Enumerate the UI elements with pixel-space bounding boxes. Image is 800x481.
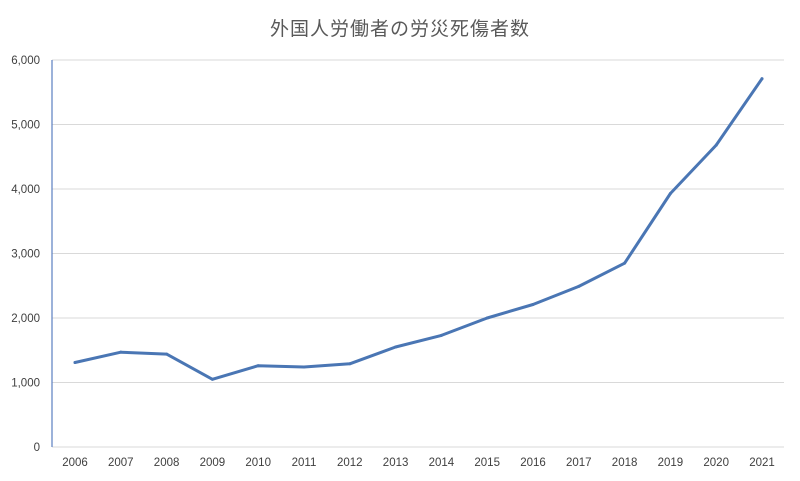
y-tick-label: 2,000	[11, 313, 40, 325]
data-point	[348, 362, 352, 366]
data-point	[623, 261, 627, 265]
x-tick-label: 2021	[749, 457, 775, 469]
x-tick-label: 2017	[566, 457, 592, 469]
data-point	[256, 364, 260, 368]
x-tick-label: 2010	[245, 457, 271, 469]
data-point	[760, 77, 764, 81]
data-point	[439, 333, 443, 337]
data-point	[531, 302, 535, 306]
x-tick-label: 2014	[429, 457, 455, 469]
x-tick-label: 2012	[337, 457, 363, 469]
y-tick-label: 5,000	[11, 120, 40, 132]
data-point	[302, 365, 306, 369]
data-point	[165, 352, 169, 356]
x-tick-label: 2015	[474, 457, 500, 469]
y-tick-label: 4,000	[11, 184, 40, 196]
data-point	[714, 143, 718, 147]
data-point	[577, 284, 581, 288]
series-line	[73, 77, 764, 381]
data-point	[394, 345, 398, 349]
data-point	[668, 192, 672, 196]
data-point	[210, 377, 214, 381]
data-point	[73, 361, 77, 365]
data-point	[119, 350, 123, 354]
y-tick-label: 6,000	[11, 55, 40, 67]
x-tick-label: 2006	[62, 457, 88, 469]
chart-title: 外国人労働者の労災死傷者数	[269, 18, 530, 40]
data-point	[485, 316, 489, 320]
x-tick-label: 2007	[108, 457, 134, 469]
x-tick-label: 2008	[154, 457, 180, 469]
y-tick-label: 0	[34, 442, 40, 454]
y-tick-label: 1,000	[11, 378, 40, 390]
x-tick-label: 2013	[383, 457, 409, 469]
y-tick-label: 3,000	[11, 249, 40, 261]
x-tick-label: 2019	[658, 457, 684, 469]
x-tick-label: 2018	[612, 457, 638, 469]
x-tick-label: 2011	[292, 457, 317, 469]
x-tick-label: 2020	[703, 457, 729, 469]
x-tick-label: 2009	[200, 457, 226, 469]
x-tick-label: 2016	[520, 457, 546, 469]
